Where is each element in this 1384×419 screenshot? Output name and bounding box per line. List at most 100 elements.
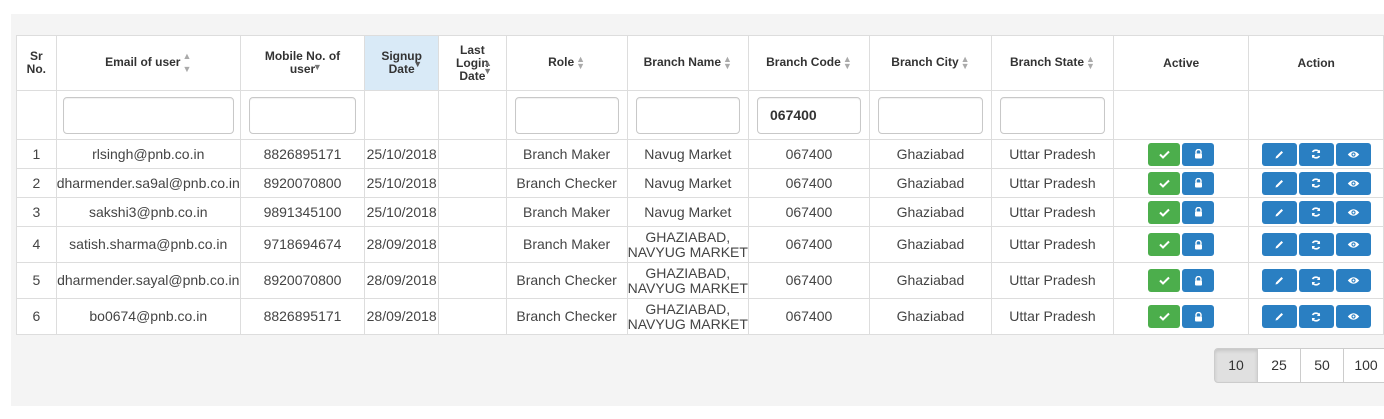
pencil-icon: [1274, 237, 1285, 251]
cell-branch-state: Uttar Pradesh: [991, 262, 1114, 299]
sort-icon[interactable]: ▲ ▼: [723, 54, 732, 71]
edit-button[interactable]: [1261, 142, 1297, 166]
cell-signup-date: 28/09/2018: [364, 262, 440, 299]
activate-button[interactable]: [1148, 200, 1181, 224]
cell-email: dharmender.sa9al@pnb.co.in: [55, 168, 241, 198]
table-row: 4 satish.sharma@pnb.co.in 9718694674 28/…: [16, 226, 1384, 263]
cell-branch-city: Ghaziabad: [868, 226, 993, 263]
refresh-icon: [1310, 237, 1322, 251]
header-action: Action: [1248, 35, 1384, 91]
view-button[interactable]: [1335, 171, 1371, 195]
cell-mobile: 8826895171: [239, 298, 366, 335]
edit-button[interactable]: [1261, 269, 1297, 292]
table-row: 1 rlsingh@pnb.co.in 8826895171 25/10/201…: [16, 139, 1384, 169]
cell-branch-city: Ghaziabad: [868, 197, 993, 227]
branch-city-filter-input[interactable]: [877, 96, 984, 134]
cell-mobile: 9718694674: [239, 226, 366, 263]
page-size-25-button[interactable]: 25: [1257, 348, 1301, 383]
filter-cell: [626, 90, 750, 140]
page-size-100-button[interactable]: 100: [1343, 348, 1384, 383]
header-branch-name[interactable]: Branch Name ▲ ▼: [626, 35, 750, 91]
reset-button[interactable]: [1298, 269, 1334, 292]
sort-icon[interactable]: ▲ ▼: [842, 54, 852, 71]
cell-mobile: 8826895171: [239, 139, 366, 169]
eye-icon: [1347, 309, 1360, 323]
reset-button[interactable]: [1298, 305, 1334, 328]
activate-button[interactable]: [1148, 142, 1181, 166]
edit-button[interactable]: [1261, 233, 1297, 256]
table-row: 5 dharmender.sayal@pnb.co.in 8920070800 …: [16, 262, 1384, 299]
header-branch-city[interactable]: Branch City ▲ ▼: [868, 35, 993, 91]
branch-name-filter-input[interactable]: [635, 96, 740, 134]
header-email[interactable]: Email of user ▲ ▼: [55, 35, 241, 91]
edit-button[interactable]: [1261, 171, 1297, 195]
cell-last-login: [438, 168, 507, 198]
filter-cell-empty: [364, 90, 440, 140]
cell-role: Branch Maker: [505, 139, 628, 169]
cell-role: Branch Checker: [505, 262, 628, 299]
cell-signup-date: 28/09/2018: [364, 226, 440, 263]
cell-active: [1112, 197, 1250, 227]
reset-button[interactable]: [1298, 233, 1334, 256]
view-button[interactable]: [1335, 200, 1371, 224]
view-button[interactable]: [1335, 269, 1371, 292]
sort-icon[interactable]: ▲ ▼: [960, 54, 970, 71]
cell-sr-no: 2: [16, 168, 57, 198]
lock-icon: [1194, 237, 1203, 251]
activate-button[interactable]: [1148, 171, 1181, 195]
lock-button[interactable]: [1182, 233, 1215, 256]
cell-last-login: [438, 262, 507, 299]
reset-button[interactable]: [1298, 171, 1334, 195]
edit-button[interactable]: [1261, 305, 1297, 328]
filter-cell: [868, 90, 993, 140]
email-filter-input[interactable]: [62, 96, 234, 134]
lock-button[interactable]: [1182, 171, 1215, 195]
lock-button[interactable]: [1182, 269, 1215, 292]
lock-icon: [1194, 309, 1203, 323]
lock-icon: [1194, 176, 1203, 190]
view-button[interactable]: [1335, 305, 1371, 328]
cell-branch-city: Ghaziabad: [868, 262, 993, 299]
header-mobile[interactable]: Mobile No. of user ▼: [239, 35, 366, 91]
cell-branch-code: 067400: [748, 262, 870, 299]
cell-action: [1248, 139, 1384, 169]
header-branch-state[interactable]: Branch State ▲ ▼: [991, 35, 1114, 91]
activate-button[interactable]: [1148, 305, 1181, 328]
role-filter-input[interactable]: [514, 96, 619, 134]
cell-mobile: 8920070800: [239, 262, 366, 299]
lock-button[interactable]: [1182, 305, 1215, 328]
header-last-login[interactable]: Last Login Date ▲ ▼: [438, 35, 507, 91]
sort-icon[interactable]: ▲ ▼: [576, 54, 586, 71]
edit-button[interactable]: [1261, 200, 1297, 224]
view-button[interactable]: [1335, 233, 1371, 256]
sort-icon[interactable]: ▲ ▼: [483, 58, 493, 76]
reset-button[interactable]: [1298, 142, 1334, 166]
header-branch-code[interactable]: Branch Code ▲ ▼: [748, 35, 870, 91]
page-size-50-button[interactable]: 50: [1300, 348, 1344, 383]
reset-button[interactable]: [1298, 200, 1334, 224]
cell-mobile: 9891345100: [239, 197, 366, 227]
branch-code-filter-input[interactable]: [757, 96, 861, 134]
view-button[interactable]: [1335, 142, 1371, 166]
sort-icon[interactable]: ▲ ▼: [1086, 54, 1095, 71]
lock-button[interactable]: [1182, 200, 1215, 224]
sort-desc-icon[interactable]: ▼: [413, 59, 423, 69]
activate-button[interactable]: [1148, 269, 1181, 292]
refresh-icon: [1310, 147, 1322, 161]
eye-icon: [1347, 147, 1360, 161]
sort-icon[interactable]: ▲ ▼: [182, 51, 192, 74]
header-signup-date[interactable]: Signup Date ▼: [364, 35, 440, 91]
cell-branch-name: Navug Market: [626, 139, 750, 169]
check-icon: [1158, 205, 1170, 219]
header-role[interactable]: Role ▲ ▼: [505, 35, 628, 91]
cell-last-login: [438, 139, 507, 169]
activate-button[interactable]: [1148, 233, 1181, 256]
sort-icon[interactable]: ▼: [312, 62, 322, 72]
branch-state-filter-input[interactable]: [1000, 96, 1105, 134]
lock-button[interactable]: [1182, 142, 1215, 166]
cell-active: [1112, 168, 1250, 198]
cell-email: dharmender.sayal@pnb.co.in: [55, 262, 241, 299]
mobile-filter-input[interactable]: [248, 96, 357, 134]
page-size-10-button[interactable]: 10: [1214, 348, 1258, 383]
cell-branch-city: Ghaziabad: [868, 139, 993, 169]
